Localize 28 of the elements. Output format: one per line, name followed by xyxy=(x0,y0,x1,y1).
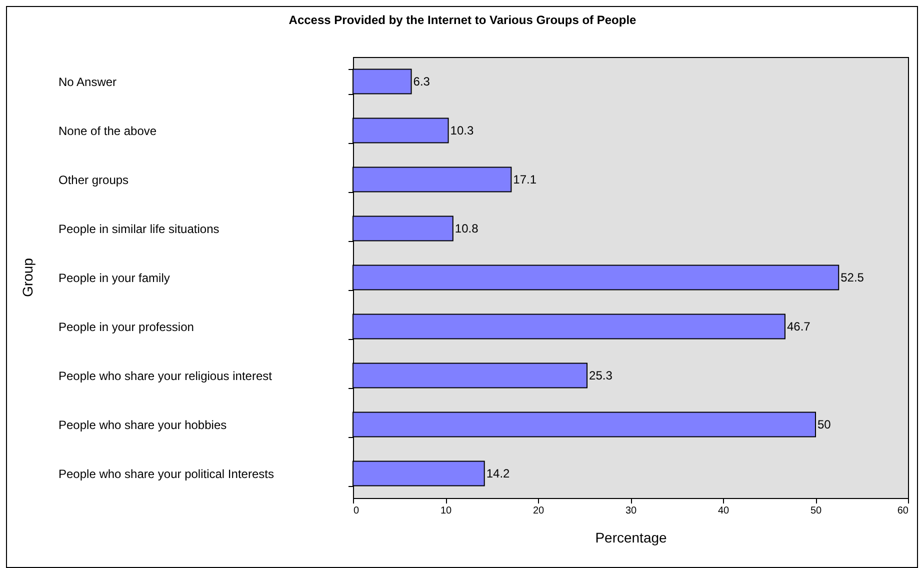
x-tick-label: 40 xyxy=(718,506,730,516)
data-label: 46.7 xyxy=(786,320,811,334)
y-tick-label: People who share your political Interests xyxy=(58,467,274,481)
x-axis-title: Percentage xyxy=(595,530,668,546)
data-label: 25.3 xyxy=(589,368,613,382)
y-tick-label: People in similar life situations xyxy=(58,222,220,236)
x-tick-label: 0 xyxy=(354,506,360,516)
x-tick-label: 30 xyxy=(625,506,637,516)
data-label: 17.1 xyxy=(513,172,537,186)
y-tick-label: People in your profession xyxy=(58,320,194,334)
y-axis-title: Group xyxy=(20,258,36,297)
data-label: 10.8 xyxy=(454,222,479,236)
data-label: 50 xyxy=(818,418,832,432)
data-label: 52.5 xyxy=(840,270,864,284)
y-tick-label: No Answer xyxy=(58,75,117,89)
x-tick-label: 10 xyxy=(440,506,452,516)
chart-title: Access Provided by the Internet to Various Groups of People xyxy=(288,13,637,27)
x-tick-label: 20 xyxy=(532,506,544,516)
y-tick-label: People who share your religious interest xyxy=(58,369,273,383)
y-tick-label: People in your family xyxy=(58,271,170,285)
data-label: 10.3 xyxy=(450,124,474,138)
y-tick-label: None of the above xyxy=(58,124,157,138)
data-label: 14.2 xyxy=(486,466,510,480)
y-tick-label: People who share your hobbies xyxy=(58,418,227,432)
x-tick-label: 60 xyxy=(897,506,909,516)
data-label: 6.3 xyxy=(413,74,430,88)
x-tick-label: 50 xyxy=(810,506,822,516)
y-tick-label: Other groups xyxy=(58,173,129,187)
